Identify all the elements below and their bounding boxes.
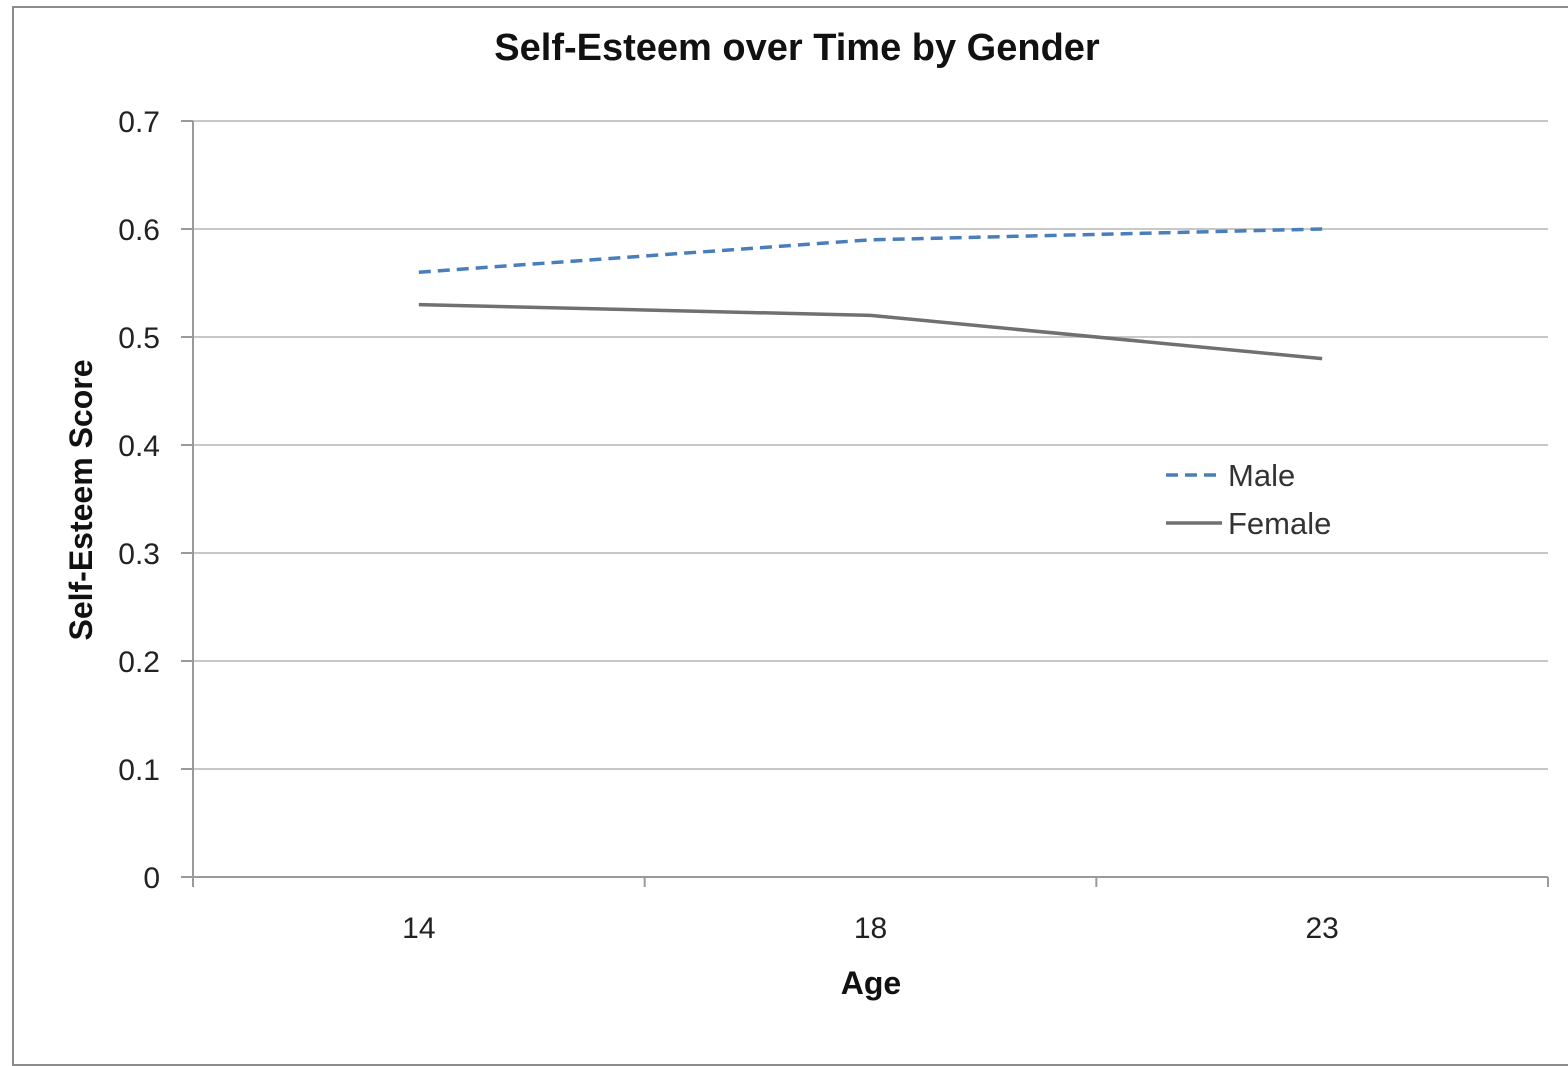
legend-item-female: Female — [1166, 506, 1331, 541]
y-tick-label-7: 0.7 — [118, 106, 160, 139]
y-tick-label-5: 0.5 — [118, 322, 160, 355]
axes — [193, 121, 1548, 877]
y-tick-label-1: 0.1 — [118, 754, 160, 787]
series-line-male — [419, 229, 1322, 272]
legend-item-male: Male — [1166, 458, 1295, 493]
y-tick-label-6: 0.6 — [118, 214, 160, 247]
x-tick-label-1: 18 — [854, 912, 887, 945]
y-tick-label-0: 0 — [143, 862, 160, 895]
chart-title: Self-Esteem over Time by Gender — [494, 27, 1100, 69]
y-tick-label-2: 0.2 — [118, 646, 160, 679]
series-line-female — [419, 305, 1322, 359]
x-tick-label-2: 23 — [1305, 912, 1338, 945]
y-tick-label-4: 0.4 — [118, 430, 160, 463]
x-axis-title: Age — [841, 965, 901, 1001]
y-tick-label-3: 0.3 — [118, 538, 160, 571]
series-lines — [419, 229, 1323, 359]
y-axis-title: Self-Esteem Score — [63, 359, 99, 640]
legend-label-female: Female — [1228, 506, 1331, 541]
x-axis-ticks: 14 18 23 — [193, 877, 1548, 945]
legend-label-male: Male — [1228, 458, 1295, 493]
gridlines — [193, 121, 1548, 769]
x-tick-label-0: 14 — [402, 912, 435, 945]
legend: Male Female — [1166, 458, 1331, 541]
y-axis-ticks: 0 0.1 0.2 0.3 0.4 0.5 0.6 0.7 — [118, 106, 193, 895]
